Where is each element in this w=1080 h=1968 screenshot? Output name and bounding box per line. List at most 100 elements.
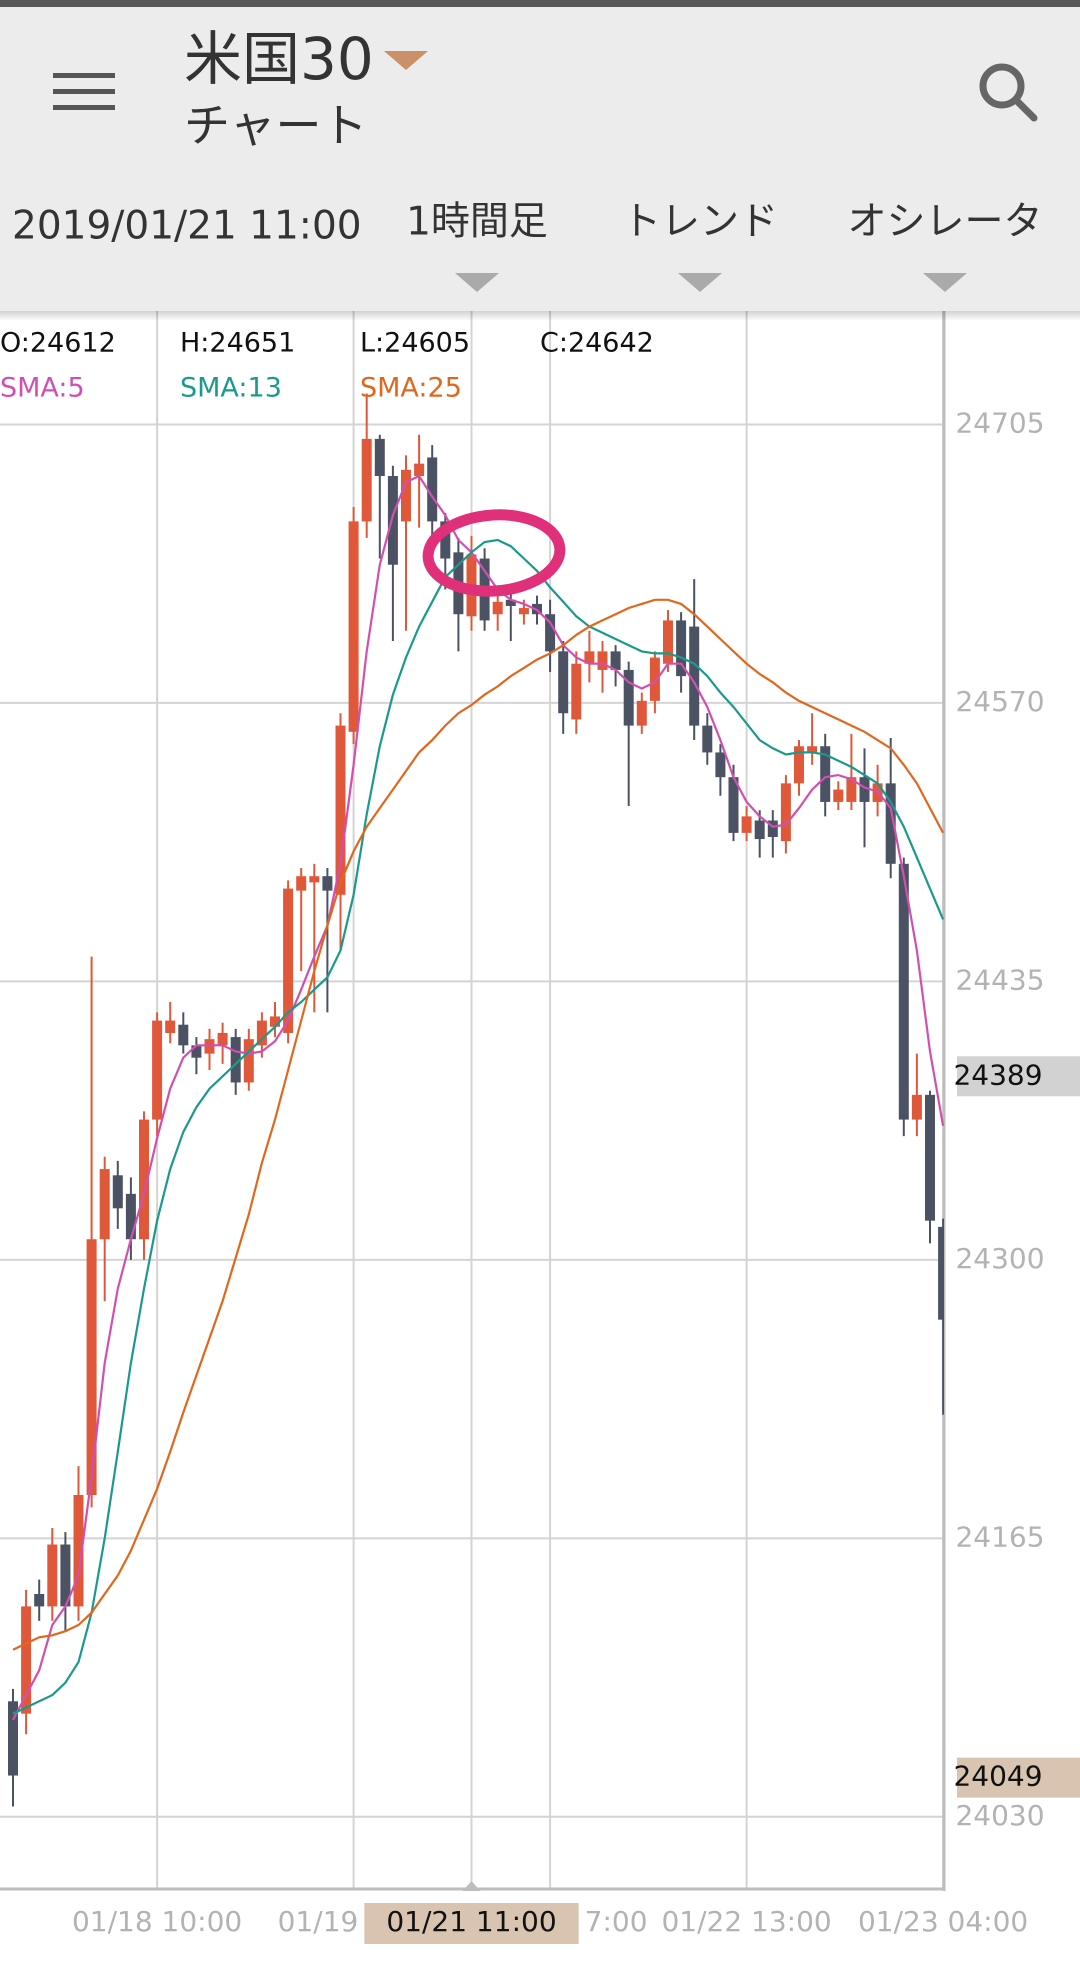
sma-line <box>12 598 944 1651</box>
menu-button[interactable] <box>53 73 115 110</box>
candle-body <box>8 1701 18 1776</box>
candle-body <box>99 1169 110 1240</box>
candle-body <box>846 777 857 802</box>
candle-body <box>178 1024 189 1046</box>
candle-body <box>925 1094 935 1221</box>
price-marker-label: 24389 <box>953 1058 1042 1091</box>
sma-line <box>12 474 944 1721</box>
candle-body <box>217 1032 228 1046</box>
price-marker <box>957 1056 1080 1097</box>
trend-dropdown[interactable] <box>678 273 722 292</box>
candle-body <box>47 1544 58 1607</box>
candle-body <box>414 463 425 477</box>
candle-body <box>558 651 569 714</box>
low-info: L:24605 <box>360 328 470 359</box>
candle-body <box>505 599 516 606</box>
candle-body <box>676 620 687 677</box>
high-info: H:24651 <box>180 328 295 359</box>
candle-body <box>309 876 320 883</box>
crosshair-label-box <box>364 1903 579 1944</box>
candle-body <box>34 1594 45 1607</box>
candle-body <box>73 1495 84 1607</box>
candle-body <box>767 820 778 837</box>
candle-body <box>807 746 818 753</box>
candle-body <box>597 651 608 670</box>
legend-entry: SMA:13 <box>180 373 282 404</box>
crosshair-label: 01/21 11:00 <box>386 1905 556 1938</box>
candle-body <box>374 438 385 477</box>
symbol-dropdown[interactable] <box>384 51 428 70</box>
sma-line <box>12 538 944 1715</box>
oscillator-tab[interactable]: オシレータ <box>847 200 1042 245</box>
x-tick-label: 01/18 10:00 <box>72 1905 242 1938</box>
y-tick-label: 24705 <box>955 406 1044 439</box>
candle-body <box>715 752 726 778</box>
candle-body <box>741 816 752 833</box>
candle-body <box>256 1020 267 1046</box>
oscillator-dropdown[interactable] <box>923 273 967 292</box>
header-shadow <box>0 311 1080 321</box>
annotation-circle <box>422 509 566 597</box>
candle-body <box>243 1039 254 1083</box>
timeframe-tab[interactable]: 1時間足 <box>406 200 548 245</box>
candle-body <box>636 700 647 726</box>
candle-body <box>112 1175 123 1209</box>
candle-body <box>545 614 556 652</box>
candle-body <box>361 438 372 522</box>
candle-body <box>60 1544 71 1607</box>
candle-body <box>938 1226 944 1320</box>
candle-body <box>191 1045 202 1058</box>
candle-body <box>885 783 896 864</box>
candle-body <box>427 457 438 522</box>
open-info: O:24612 <box>0 328 116 359</box>
candle-body <box>492 601 503 615</box>
symbol-title[interactable]: 米国30 <box>184 25 374 93</box>
candle-body <box>623 669 634 726</box>
y-tick-label: 24435 <box>955 963 1044 996</box>
candle-body <box>794 746 804 784</box>
candle-body <box>820 746 831 802</box>
candle-body <box>689 626 700 726</box>
candle-body <box>165 1020 176 1033</box>
candle-body <box>387 476 398 565</box>
candle-body <box>335 725 346 895</box>
x-tick-label: 01/22 13:00 <box>661 1905 831 1938</box>
candle-body <box>663 620 673 664</box>
x-tick-label: 7:00 <box>585 1905 648 1938</box>
candle-body <box>728 777 739 833</box>
candle-body <box>649 657 660 701</box>
timeframe-dropdown[interactable] <box>455 273 499 292</box>
candle-body <box>283 888 294 1033</box>
crosshair-pointer <box>462 1881 481 1891</box>
search-button[interactable] <box>979 63 1038 122</box>
candle-body <box>270 1016 280 1027</box>
candle-body <box>911 1094 922 1120</box>
trend-tab[interactable]: トレンド <box>622 200 778 245</box>
legend-entry: SMA:5 <box>0 373 85 404</box>
y-tick-label: 24030 <box>955 1799 1044 1832</box>
candle-body <box>898 863 909 1120</box>
status-strip <box>0 0 1080 7</box>
y-tick-label: 24165 <box>955 1520 1044 1553</box>
candle-body <box>571 663 582 720</box>
candle-body <box>322 876 333 891</box>
candle-body <box>780 783 791 842</box>
x-tick-label: 01/23 04:00 <box>858 1905 1028 1938</box>
price-marker <box>957 1757 1080 1798</box>
candle-body <box>348 521 359 732</box>
candle-body <box>86 1239 97 1496</box>
x-tick-label: 01/19 <box>278 1905 359 1938</box>
screen-subtitle: チャート <box>184 99 368 153</box>
chart-area: 24030 24165 24300 24435 24570 24705 SMA:5 SMA:1… <box>0 311 1080 1944</box>
datetime: 2019/01/21 11:00 <box>12 204 362 249</box>
candle-body <box>610 651 621 670</box>
legend-entry: SMA:25 <box>360 373 462 404</box>
candle-body <box>584 651 595 664</box>
candle-body <box>754 820 765 840</box>
candle-body <box>518 608 529 615</box>
price-marker-label: 24049 <box>953 1760 1042 1793</box>
y-tick-label: 24300 <box>955 1242 1044 1275</box>
candle-body <box>152 1020 163 1120</box>
